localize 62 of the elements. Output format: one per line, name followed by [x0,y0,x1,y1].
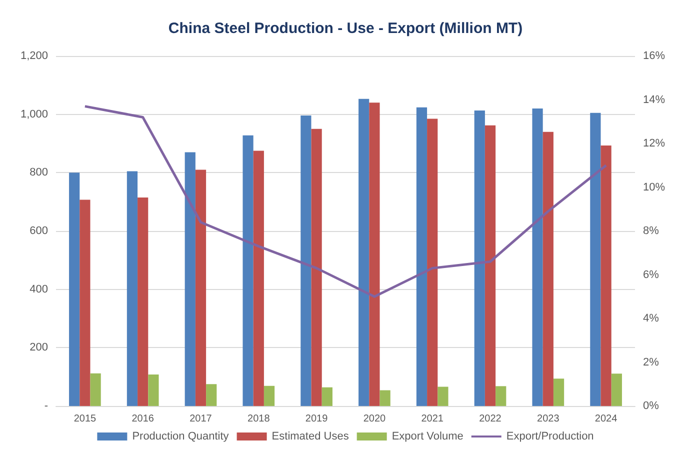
bar [184,152,196,406]
y-tick-label: 200 [30,342,48,354]
bar [380,390,390,406]
x-tick-label: 2019 [305,414,328,424]
y-tick-label: 600 [30,225,48,237]
bar [322,387,332,406]
bar [148,374,159,406]
y2-tick-label: 6% [643,268,660,281]
bar [369,102,380,406]
x-tick-label: 2024 [594,414,618,424]
x-tick-label: 2021 [421,414,444,424]
y2-tick-label: 4% [643,312,660,324]
x-tick-label: 2018 [248,414,270,424]
bar [427,118,438,406]
bar [195,170,206,406]
bar [69,172,80,406]
y2-tick-label: 10% [643,181,666,194]
bar [90,373,101,406]
bar [611,374,622,406]
x-tick-label: 2016 [132,414,154,424]
bar [206,384,217,406]
y2-tick-label: 16% [643,50,666,62]
bar [416,107,428,406]
bar [600,146,612,406]
bar [532,108,543,406]
bar [126,171,138,406]
legend-label: Estimated Uses [272,430,350,442]
bar [264,386,275,406]
x-tick-label: 2020 [363,414,386,424]
bar [484,125,496,406]
x-tick-label: 2022 [479,414,502,424]
y-tick-label: - [44,400,48,412]
bar [542,132,554,406]
line-series [84,105,608,298]
bar [138,197,148,406]
bar [80,200,90,406]
bar [311,128,322,406]
bar [242,135,254,406]
y-tick-label: 1,000 [20,108,48,120]
bar [474,110,485,406]
bar [553,378,564,406]
bar [496,386,506,406]
x-tick-label: 2017 [190,414,212,424]
x-tick-label: 2015 [74,414,97,424]
bar [358,98,370,406]
legend-label: Export Volume [392,430,464,442]
y2-tick-label: 14% [643,94,666,106]
bar [253,150,264,406]
y2-tick-label: 8% [643,225,660,237]
bar [300,116,312,406]
x-tick-label: 2023 [537,414,560,424]
chart-title: China Steel Production - Use - Export (Million MT) [168,20,523,37]
bar [438,386,448,406]
y-tick-label: 800 [30,166,48,179]
y-tick-label: 400 [30,283,48,296]
legend-label: Production Quantity [132,430,230,442]
bar [590,112,601,406]
y2-tick-label: 12% [643,138,666,150]
y2-tick-label: 2% [643,356,660,368]
y-tick-label: 1,200 [20,50,48,62]
legend-label: Export/Production [506,430,594,442]
y2-tick-label: 0% [643,400,660,412]
